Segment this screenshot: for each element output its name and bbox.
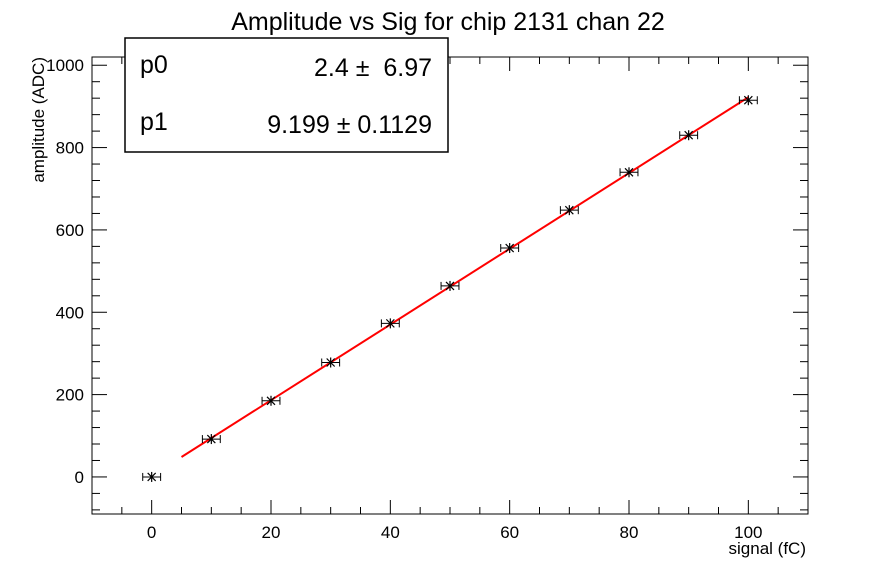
data-points (142, 95, 758, 482)
data-point (679, 130, 699, 141)
data-point (500, 243, 520, 254)
y-tick-label: 0 (75, 468, 84, 487)
data-point (619, 167, 639, 178)
y-tick-label: 600 (56, 221, 84, 240)
data-point (261, 395, 281, 406)
x-tick-label: 40 (381, 523, 400, 542)
data-point (380, 318, 400, 329)
x-axis-title: signal (fC) (729, 539, 806, 558)
data-point (321, 357, 341, 368)
x-tick-label: 60 (500, 523, 519, 542)
y-tick-label: 400 (56, 303, 84, 322)
y-tick-label: 800 (56, 139, 84, 158)
fit-line (180, 96, 749, 458)
data-point (142, 471, 162, 482)
data-point (738, 95, 758, 106)
x-tick-label: 0 (147, 523, 156, 542)
y-axis: 0 200 400 600 800 1000 (46, 56, 808, 511)
data-point (201, 434, 221, 445)
stats-p0-value: 2.4 ± 6.97 (314, 54, 432, 82)
data-point (559, 205, 579, 216)
stats-p1-name: p1 (140, 108, 168, 136)
chart-title: Amplitude vs Sig for chip 2131 chan 22 (231, 8, 665, 36)
stats-p0-name: p0 (140, 51, 168, 79)
y-tick-label: 1000 (46, 56, 84, 75)
stats-p1-value: 9.199 ± 0.1129 (267, 111, 432, 139)
y-axis-title: amplitude (ADC) (29, 57, 48, 183)
x-tick-label: 100 (734, 523, 762, 542)
fit-stats-box: p0 2.4 ± 6.97 p1 9.199 ± 0.1129 (124, 37, 449, 153)
stats-box-frame (124, 37, 449, 153)
x-tick-label: 80 (620, 523, 639, 542)
y-tick-label: 200 (56, 386, 84, 405)
x-tick-label: 20 (262, 523, 281, 542)
data-point (440, 280, 460, 291)
